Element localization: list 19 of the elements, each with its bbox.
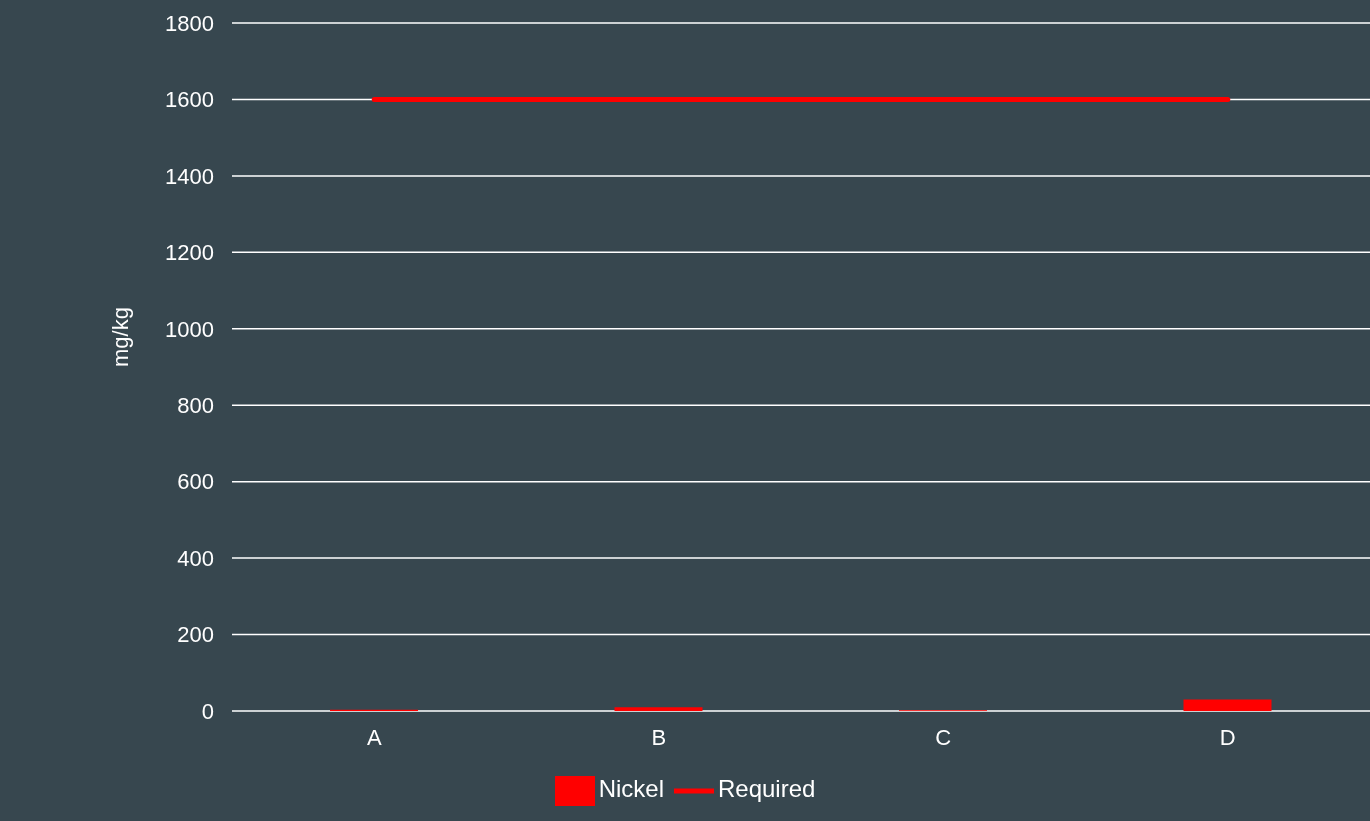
legend-label: Nickel <box>598 775 664 803</box>
x-tick-label: B <box>651 724 667 750</box>
legend-label: Required <box>717 775 816 803</box>
y-tick-label: 1400 <box>165 163 214 189</box>
y-tick-label: 200 <box>177 622 214 648</box>
x-tick-label: A <box>366 724 382 750</box>
y-tick-label: 0 <box>201 698 214 724</box>
y-tick-label: 1800 <box>165 10 214 36</box>
y-tick-label: 400 <box>177 545 214 571</box>
bar <box>614 707 703 711</box>
y-tick-label: 1000 <box>165 316 214 342</box>
y-tick-label: 800 <box>177 393 214 419</box>
bar <box>1183 699 1272 711</box>
y-tick-label: 1600 <box>165 87 214 113</box>
y-axis-title: mg/kg <box>107 307 133 367</box>
y-tick-label: 1200 <box>165 240 214 266</box>
x-tick-label: D <box>1219 724 1236 750</box>
y-tick-label: 600 <box>177 469 214 495</box>
x-tick-label: C <box>935 724 952 750</box>
